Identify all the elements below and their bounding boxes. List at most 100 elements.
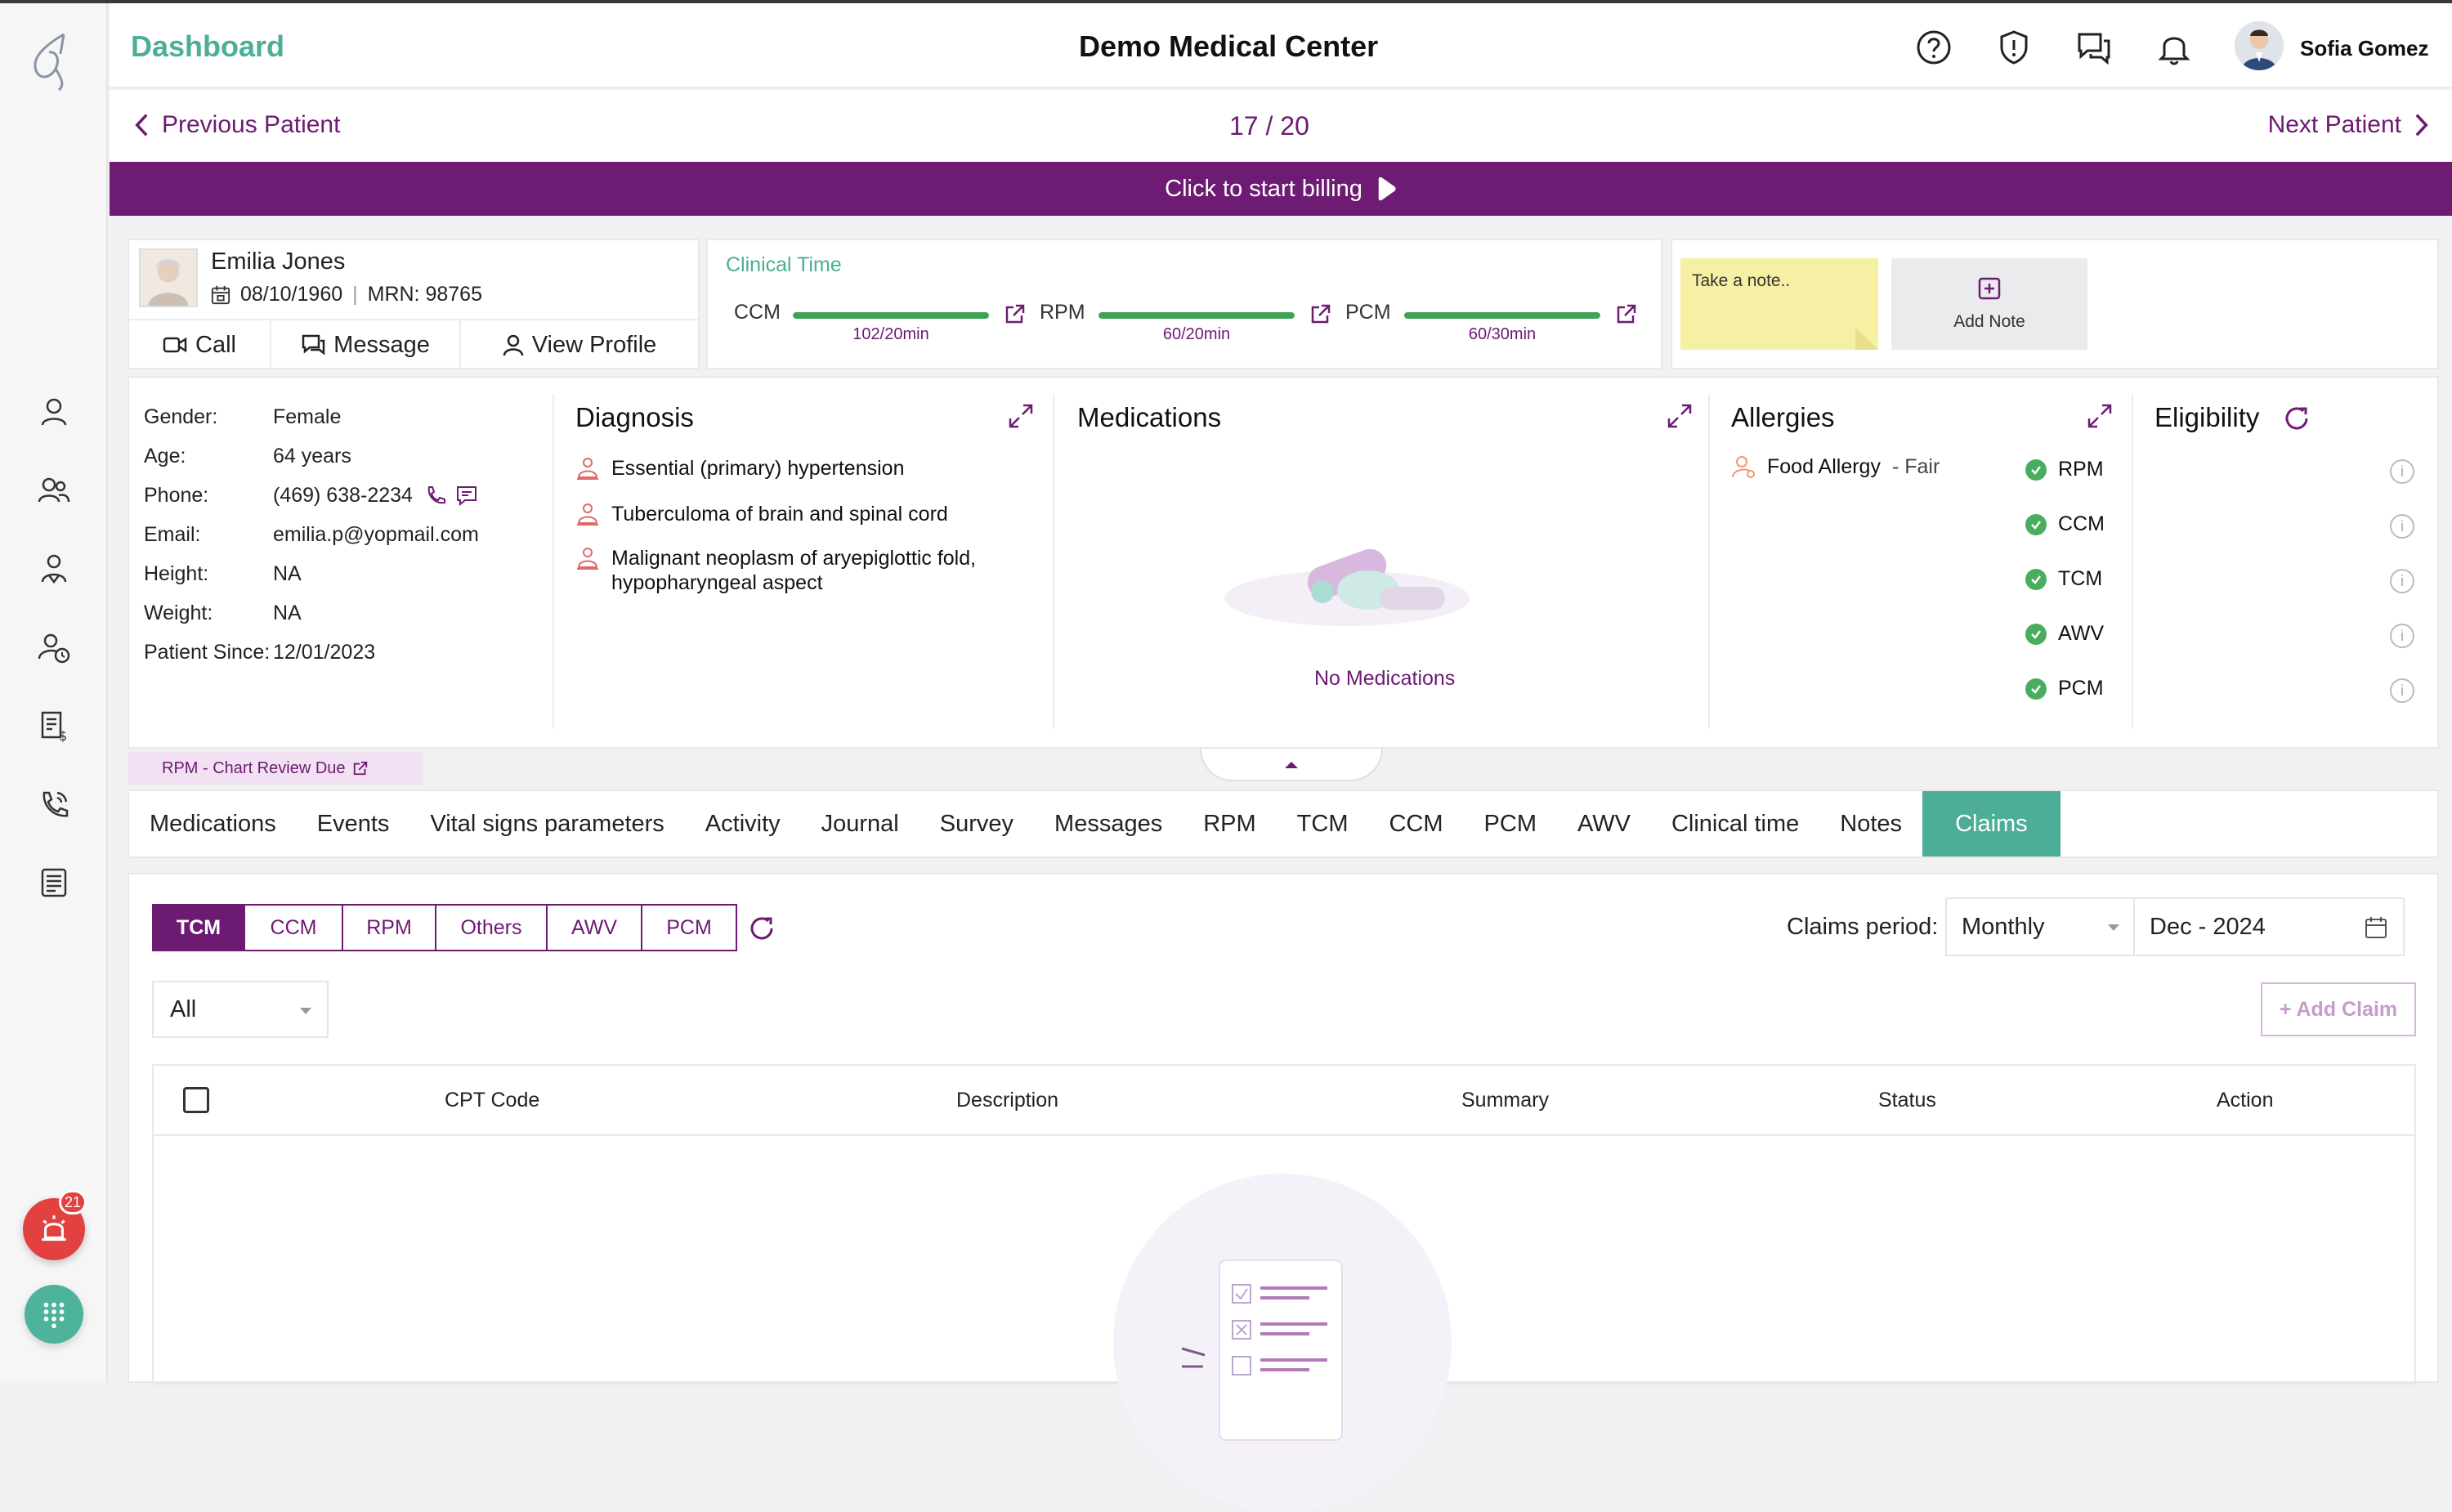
claims-month-picker[interactable]: Dec - 2024 [2133,897,2405,956]
info-icon[interactable]: i [2390,569,2414,593]
dialpad-icon [43,1302,65,1329]
external-link-icon[interactable] [1615,302,1638,325]
pcm-progress-fill [1404,312,1600,319]
allergy-person-icon [1732,456,1755,478]
eligibility-rpm: RPM [2025,458,2104,481]
tab-survey[interactable]: Survey [939,810,1014,837]
dialpad-button[interactable] [25,1285,83,1344]
help-icon[interactable] [1914,28,1953,67]
reports-icon[interactable] [34,863,74,902]
tab-notes[interactable]: Notes [1840,810,1903,837]
tab-tcm[interactable]: TCM [1296,810,1349,837]
phone-call-icon[interactable] [34,785,74,824]
refresh-claims-icon[interactable] [747,914,776,943]
claims-status-filter[interactable]: All [152,981,329,1038]
ccm-value: 102/20min [852,325,929,343]
chart-review-due-tag[interactable]: RPM - Chart Review Due [128,752,423,785]
patient-dob-row: 08/10/1960 | MRN: 98765 [211,283,482,306]
view-profile-button[interactable]: View Profile [461,320,698,369]
alerts-count-badge: 21 [59,1190,87,1215]
tab-claims[interactable]: Claims [1922,791,2060,857]
tab-vital-signs-parameters[interactable]: Vital signs parameters [430,810,664,837]
collapse-panel-toggle[interactable] [1200,749,1383,781]
bell-icon[interactable] [2154,28,2194,67]
tab-ccm[interactable]: CCM [1389,810,1443,837]
tab-messages[interactable]: Messages [1054,810,1163,837]
message-label: Message [333,331,430,358]
external-link-icon[interactable] [1309,302,1332,325]
tab-clinical-time[interactable]: Clinical time [1671,810,1800,837]
expand-diagnosis-icon[interactable] [1007,402,1035,430]
info-icon[interactable]: i [2390,624,2414,648]
diagnosis-text-continued: hypopharyngeal aspect [611,571,823,594]
email-row: Email: emilia.p@yopmail.com [144,523,479,546]
sms-icon[interactable] [455,485,478,508]
tab-events[interactable]: Events [316,810,390,837]
select-all-checkbox[interactable] [183,1087,209,1113]
segment-ccm[interactable]: CCM [245,906,343,950]
claims-period-select[interactable]: Monthly [1945,897,2135,956]
expand-medications-icon[interactable] [1666,402,1694,430]
rpm-label: RPM [1040,301,1085,324]
caret-down-icon [2108,924,2119,931]
claims-month-value: Dec - 2024 [2150,913,2266,940]
message-button[interactable]: Message [271,320,461,369]
segment-tcm[interactable]: TCM [154,906,245,950]
info-icon[interactable]: i [2390,459,2414,484]
tab-journal[interactable]: Journal [821,810,899,837]
column-action: Action [2217,1089,2274,1112]
external-link-icon[interactable] [1004,302,1027,325]
call-button[interactable]: Call [129,320,271,369]
chat-icon[interactable] [2074,28,2114,67]
message-icon [302,334,325,356]
call-label: Call [195,331,236,358]
user-avatar[interactable] [2235,21,2284,70]
add-note-button[interactable]: Add Note [1891,258,2087,350]
tab-activity[interactable]: Activity [705,810,781,837]
segment-rpm[interactable]: RPM [343,906,436,950]
previous-patient-link[interactable]: Previous Patient [134,111,340,139]
diagnosis-person-icon [577,503,598,526]
phone-icon[interactable] [424,485,447,508]
allergy-name: Food Allergy [1767,454,1881,478]
patient-dob: 08/10/1960 [240,283,343,306]
segment-awv[interactable]: AWV [548,906,642,950]
weight-value: NA [273,602,302,624]
patients-group-icon[interactable] [34,471,74,510]
tab-pcm[interactable]: PCM [1483,810,1537,837]
patient-tabs: Medications Events Vital signs parameter… [128,790,2439,858]
rpm-progress-fill [1098,312,1295,319]
take-note-sticky[interactable]: Take a note.. [1680,258,1878,350]
eligibility-tcm: TCM [2025,567,2102,591]
segment-pcm[interactable]: PCM [666,915,712,939]
refresh-eligibility-icon[interactable] [2282,404,2311,433]
tab-awv[interactable]: AWV [1577,810,1631,837]
diagnosis-text: Essential (primary) hypertension [611,457,905,480]
patient-photo [139,248,198,307]
section-divider [1708,394,1710,729]
tab-medications[interactable]: Medications [150,810,276,837]
page-title[interactable]: Dashboard [131,29,285,63]
alarm-bell-icon [42,1215,66,1241]
expand-allergies-icon[interactable] [2086,402,2114,430]
info-icon[interactable]: i [2390,514,2414,539]
column-summary: Summary [1461,1089,1549,1112]
info-icon[interactable]: i [2390,678,2414,703]
tab-rpm[interactable]: RPM [1203,810,1256,837]
segment-others[interactable]: Others [436,906,548,950]
user-clock-icon[interactable] [34,628,74,667]
user-name[interactable]: Sofia Gomez [2300,36,2429,60]
start-billing-bar[interactable]: Click to start billing [110,162,2452,216]
organization-name: Demo Medical Center [1079,29,1379,63]
allergy-severity: - Fair [1891,454,1940,478]
shield-icon[interactable] [1994,28,2034,67]
patient-icon[interactable] [34,392,74,432]
rpm-value: 60/20min [1162,325,1231,343]
care-team-icon[interactable] [34,549,74,588]
add-claim-button[interactable]: + Add Claim [2261,982,2416,1036]
eligibility-awv: AWV [2025,622,2104,646]
video-camera-icon [163,337,187,353]
billing-document-icon[interactable]: $ [34,706,74,745]
app-logo-icon[interactable] [23,28,85,93]
next-patient-link[interactable]: Next Patient [2268,111,2429,139]
